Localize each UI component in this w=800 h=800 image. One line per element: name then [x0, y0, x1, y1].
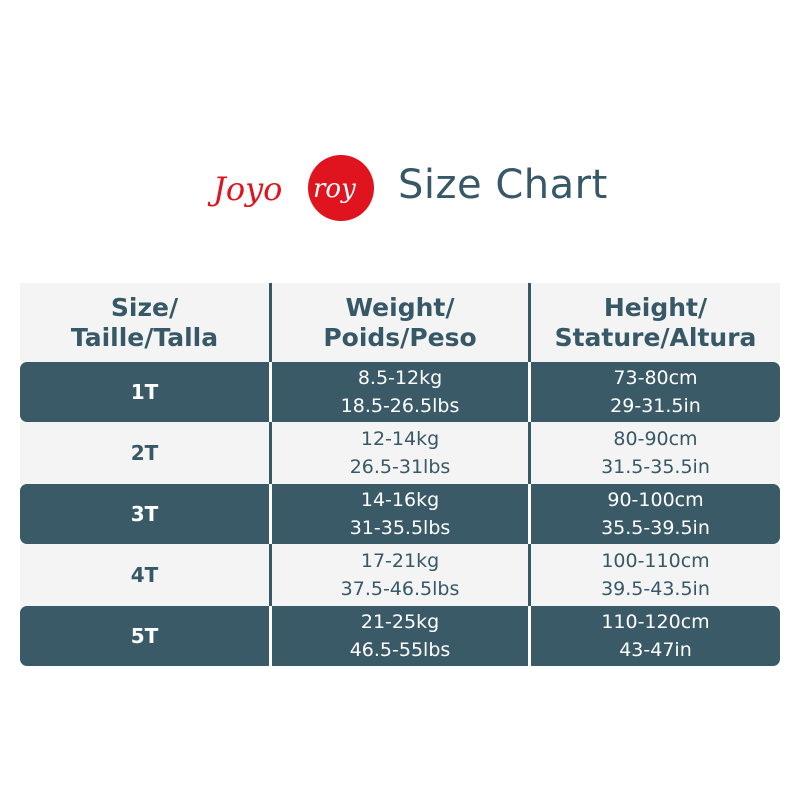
page-title: Size Chart — [398, 162, 608, 208]
height-cell: 100-110cm 39.5-43.5in — [531, 544, 780, 606]
header-text: Poids/Peso — [323, 322, 477, 352]
height-cm: 100-110cm — [601, 550, 710, 572]
header-height: Height/Stature/Altura — [531, 283, 780, 362]
size-text: 3T — [130, 502, 159, 526]
table-row: 1T 8.5-12kg 18.5-26.5lbs 73-80cm 29-31.5in — [20, 362, 780, 422]
weight-cell: 14-16kg 31-35.5lbs — [269, 484, 531, 544]
weight-lbs: 46.5-55lbs — [349, 639, 451, 661]
header-text: Size/ — [110, 292, 179, 322]
header-text: Height/ — [603, 292, 708, 322]
header-text: Weight/ — [345, 292, 455, 322]
size-cell: 3T — [20, 484, 269, 544]
size-table: Size/Taille/Talla Weight/Poids/Peso Heig… — [20, 283, 780, 666]
weight-kg: 8.5-12kg — [357, 367, 443, 389]
height-cm: 90-100cm — [607, 489, 704, 511]
weight-kg: 14-16kg — [360, 489, 440, 511]
svg-text:Joyo: Joyo — [207, 170, 282, 208]
table-row: 5T 21-25kg 46.5-55lbs 110-120cm 43-47in — [20, 606, 780, 666]
weight-kg: 17-21kg — [360, 550, 440, 572]
weight-lbs: 37.5-46.5lbs — [340, 578, 460, 600]
size-text: 2T — [130, 441, 159, 465]
table-row: 3T 14-16kg 31-35.5lbs 90-100cm 35.5-39.5in — [20, 484, 780, 544]
header-size: Size/Taille/Talla — [20, 283, 269, 362]
size-text: 1T — [130, 380, 159, 404]
size-cell: 5T — [20, 606, 269, 666]
height-in: 35.5-39.5in — [601, 517, 710, 539]
weight-lbs: 31-35.5lbs — [349, 517, 451, 539]
size-cell: 1T — [20, 362, 269, 422]
height-cm: 110-120cm — [601, 611, 710, 633]
height-cell: 80-90cm 31.5-35.5in — [531, 422, 780, 484]
weight-lbs: 26.5-31lbs — [349, 456, 451, 478]
svg-text:roy: roy — [313, 174, 356, 204]
size-cell: 2T — [20, 422, 269, 484]
header-weight: Weight/Poids/Peso — [269, 283, 531, 362]
weight-cell: 21-25kg 46.5-55lbs — [269, 606, 531, 666]
height-in: 43-47in — [619, 639, 692, 661]
joyoroy-logo: Joyo roy — [207, 155, 374, 221]
height-cm: 73-80cm — [613, 367, 698, 389]
height-cell: 90-100cm 35.5-39.5in — [531, 484, 780, 544]
weight-kg: 12-14kg — [360, 428, 440, 450]
weight-cell: 17-21kg 37.5-46.5lbs — [269, 544, 531, 606]
weight-lbs: 18.5-26.5lbs — [340, 395, 460, 417]
height-cm: 80-90cm — [613, 428, 698, 450]
table-row: 4T 17-21kg 37.5-46.5lbs 100-110cm 39.5-43.… — [20, 544, 780, 606]
weight-cell: 8.5-12kg 18.5-26.5lbs — [269, 362, 531, 422]
header-text: Stature/Altura — [554, 322, 757, 352]
table-row: 2T 12-14kg 26.5-31lbs 80-90cm 31.5-35.5in — [20, 422, 780, 484]
size-text: 4T — [130, 563, 159, 587]
weight-kg: 21-25kg — [360, 611, 440, 633]
table-header: Size/Taille/Talla Weight/Poids/Peso Heig… — [20, 283, 780, 362]
height-in: 31.5-35.5in — [601, 456, 710, 478]
height-in: 29-31.5in — [610, 395, 701, 417]
size-cell: 4T — [20, 544, 269, 606]
header-text: Taille/Talla — [70, 322, 219, 352]
height-in: 39.5-43.5in — [601, 578, 710, 600]
weight-cell: 12-14kg 26.5-31lbs — [269, 422, 531, 484]
size-text: 5T — [130, 624, 159, 648]
height-cell: 110-120cm 43-47in — [531, 606, 780, 666]
height-cell: 73-80cm 29-31.5in — [531, 362, 780, 422]
